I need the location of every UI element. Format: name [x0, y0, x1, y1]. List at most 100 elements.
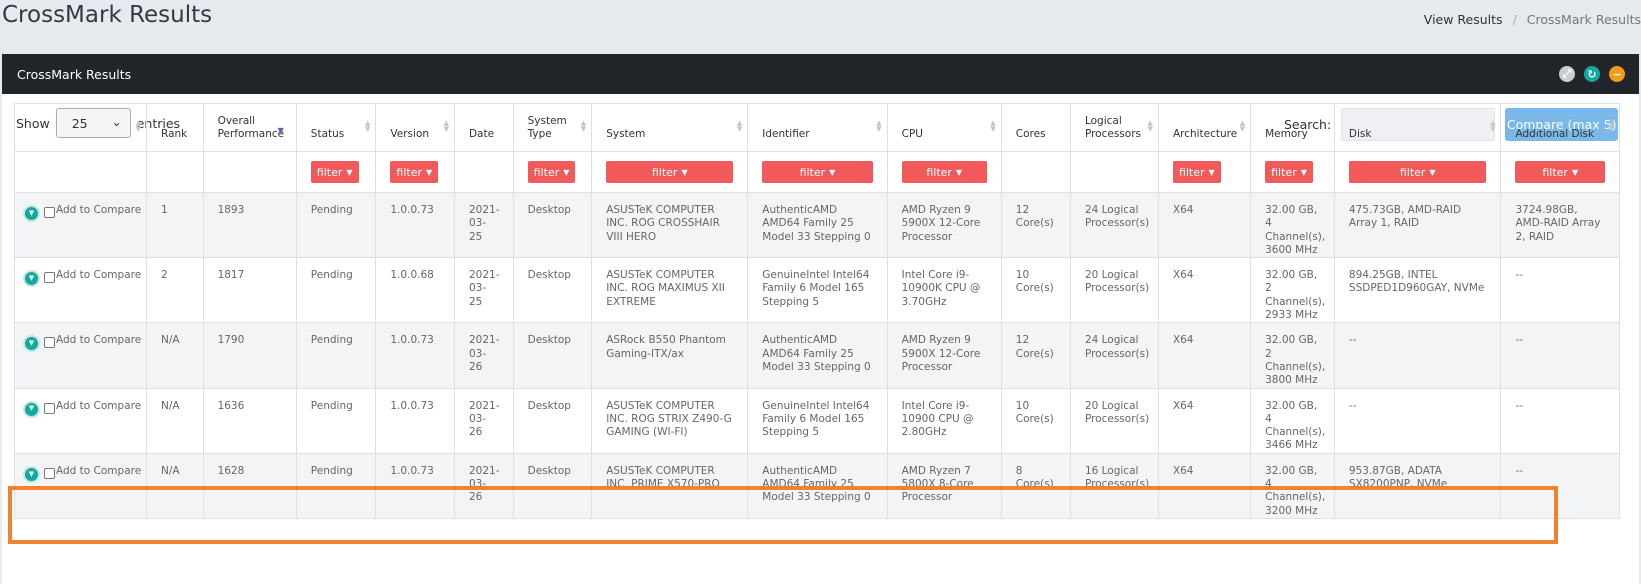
- filter-label: filter: [799, 165, 826, 179]
- cell-system: ASUSTeK COMPUTER INC. ROG STRIX Z490-G G…: [591, 387, 749, 454]
- compare-checkbox[interactable]: [44, 272, 55, 284]
- filter-button-identifier[interactable]: filter ▼: [762, 161, 873, 183]
- add-to-compare-label[interactable]: Add to Compare: [56, 464, 142, 477]
- table-row[interactable]: ▼ Add to Compare N/A 1790 Pending 1.0.0.73 202…: [14, 322, 1620, 389]
- cell-arch: X64: [1157, 322, 1252, 389]
- column-header-system[interactable]: System ▲ ▼: [591, 103, 749, 152]
- column-header-rank[interactable]: Rank: [146, 103, 204, 152]
- column-header-date[interactable]: Date: [453, 103, 514, 152]
- filter-label: filter: [1399, 165, 1426, 179]
- table-row[interactable]: ▼ Add to Compare N/A 1628 Pending 1.0.0.73 202…: [14, 452, 1620, 519]
- cell-rank: N/A: [146, 387, 204, 454]
- sort-desc-icon: ▼: [277, 126, 284, 135]
- column-header-label: Memory: [1265, 128, 1308, 140]
- column-header-identifier[interactable]: Identifier ▲ ▼: [747, 103, 888, 152]
- cell-identifier: AuthenticAMD AMD64 Family 25 Model 33 St…: [747, 322, 888, 389]
- cell-cpu: AMD Ryzen 9 5900X 12-Core Processor: [886, 191, 1002, 259]
- reload-icon[interactable]: ↻: [1584, 66, 1600, 82]
- filter-label: filter: [1271, 165, 1297, 179]
- column-header-cores[interactable]: Cores: [1000, 103, 1071, 152]
- table-row[interactable]: ▼ Add to Compare 2 1817 Pending 1.0.0.68 2021-…: [14, 257, 1620, 324]
- column-header-overall-performance[interactable]: Overall Performance ▼: [202, 103, 297, 152]
- table-row[interactable]: ▼ Add to Compare N/A 1636 Pending 1.0.0.73 202…: [14, 387, 1620, 454]
- add-to-compare-label[interactable]: Add to Compare: [56, 204, 142, 216]
- column-header-label: System: [606, 128, 646, 140]
- compare-cell: ▼ Add to Compare: [14, 452, 147, 519]
- collapse-icon[interactable]: −: [1609, 66, 1625, 82]
- filter-button-status[interactable]: filter ▼: [310, 161, 359, 183]
- cell-identifier: AuthenticAMD AMD64 Family 25 Model 33 St…: [747, 452, 888, 519]
- caret-down-icon: ▼: [829, 167, 836, 177]
- expand-icon[interactable]: ⤢: [1559, 66, 1575, 82]
- column-header-cpu[interactable]: CPU ▲ ▼: [886, 103, 1002, 152]
- cell-performance: 1893: [202, 191, 297, 259]
- cell-cores: 12 Core(s): [1000, 191, 1071, 259]
- cell-arch: X64: [1157, 191, 1252, 259]
- cell-system: ASUSTeK COMPUTER INC. PRIME X570-PRO: [591, 452, 749, 519]
- column-header-status[interactable]: Status ▲ ▼: [295, 103, 377, 152]
- column-header-disk[interactable]: Disk ▲ ▼: [1333, 103, 1502, 152]
- results-table: ▲ ▼ Rank Overall Performance ▼ Status ▲ ▼ Versio…: [14, 103, 1620, 519]
- cell-rank: 2: [146, 257, 204, 324]
- cell-date: 2021-03-26: [453, 452, 514, 519]
- column-header-version[interactable]: Version ▲ ▼: [375, 103, 455, 152]
- add-to-compare-label[interactable]: Add to Compare: [56, 269, 142, 282]
- cell-system: ASUSTeK COMPUTER INC. ROG CROSSHAIR VIII…: [591, 191, 749, 259]
- cell-performance: 1817: [202, 257, 297, 324]
- expand-row-icon[interactable]: ▼: [23, 465, 40, 483]
- filter-button-additional-disk[interactable]: filter ▼: [1515, 161, 1605, 183]
- add-to-compare-label[interactable]: Add to Compare: [56, 334, 142, 347]
- cell-rank: N/A: [146, 452, 204, 519]
- caret-down-icon: ▼: [426, 167, 433, 177]
- filter-button-memory[interactable]: filter ▼: [1265, 161, 1313, 183]
- breadcrumb-view-results[interactable]: View Results: [1423, 12, 1503, 27]
- add-to-compare-label[interactable]: Add to Compare: [56, 399, 142, 412]
- caret-down-icon: ▼: [1300, 167, 1307, 177]
- column-header-additional-disk[interactable]: Additional Disk ▲ ▼: [1500, 103, 1620, 152]
- compare-checkbox[interactable]: [44, 402, 55, 414]
- column-header-system-type[interactable]: System Type ▲ ▼: [512, 103, 593, 152]
- cell-identifier: GenuineIntel Intel64 Family 6 Model 165 …: [747, 257, 888, 324]
- cell-cpu: AMD Ryzen 7 5800X 8-Core Processor: [886, 452, 1002, 519]
- column-header-label: Additional Disk: [1515, 128, 1595, 140]
- cell-type: Desktop: [512, 191, 593, 259]
- table-row[interactable]: ▼ Add to Compare 1 1893 Pending 1.0.0.73 2021-…: [14, 191, 1620, 259]
- filter-button-system-type[interactable]: filter ▼: [527, 161, 576, 183]
- column-header-select[interactable]: ▲ ▼: [14, 103, 147, 152]
- cell-version: 1.0.0.73: [375, 452, 455, 519]
- filter-cell: [453, 151, 514, 193]
- compare-checkbox[interactable]: [44, 337, 55, 349]
- filter-label: filter: [1178, 165, 1205, 179]
- cell-type: Desktop: [512, 452, 593, 519]
- expand-row-icon[interactable]: ▼: [23, 400, 40, 418]
- filter-button-system[interactable]: filter ▼: [606, 161, 734, 183]
- cell-logical: 24 Logical Processor(s): [1069, 322, 1159, 389]
- cell-type: Desktop: [512, 322, 593, 389]
- cell-status: Pending: [295, 452, 377, 519]
- filter-button-architecture[interactable]: filter ▼: [1172, 161, 1221, 183]
- expand-row-icon[interactable]: ▼: [23, 270, 40, 288]
- cell-version: 1.0.0.73: [375, 387, 455, 454]
- column-header-memory[interactable]: Memory: [1250, 103, 1335, 152]
- sort-icon: ▲ ▼: [736, 119, 743, 133]
- caret-down-icon: ▼: [681, 167, 688, 177]
- filter-button-disk[interactable]: filter ▼: [1348, 161, 1487, 183]
- cell-version: 1.0.0.68: [375, 257, 455, 324]
- cell-status: Pending: [295, 387, 377, 454]
- cell-memory: 32.00 GB, 2 Channel(s), 2933 MHz: [1250, 257, 1335, 324]
- sort-icon: ▲ ▼: [580, 119, 587, 133]
- column-header-architecture[interactable]: Architecture ▲ ▼: [1157, 103, 1252, 152]
- filter-button-cpu[interactable]: filter ▼: [901, 161, 987, 183]
- cell-arch: X64: [1157, 452, 1252, 519]
- cell-status: Pending: [295, 322, 377, 389]
- column-header-label: Architecture: [1172, 128, 1238, 140]
- compare-checkbox[interactable]: [44, 467, 55, 479]
- sort-icon: ▲ ▼: [443, 119, 449, 133]
- cell-add_disk: --: [1500, 322, 1620, 389]
- cell-cpu: Intel Core i9-10900 CPU @ 2.80GHz: [886, 387, 1002, 454]
- expand-row-icon[interactable]: ▼: [23, 205, 40, 222]
- column-header-logical-processors[interactable]: Logical Processors ▲ ▼: [1069, 103, 1159, 152]
- expand-row-icon[interactable]: ▼: [23, 335, 40, 353]
- compare-checkbox[interactable]: [44, 207, 55, 218]
- filter-button-version[interactable]: filter ▼: [390, 161, 439, 183]
